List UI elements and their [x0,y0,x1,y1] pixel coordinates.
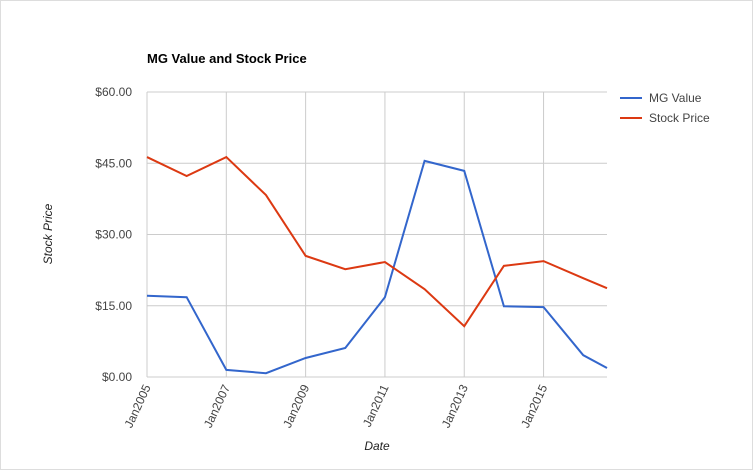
legend-label: Stock Price [649,111,710,125]
chart-title: MG Value and Stock Price [147,51,307,66]
y-tick-label: $0.00 [102,370,132,384]
y-axis-title: Stock Price [41,203,55,264]
y-tick-label: $45.00 [95,156,132,170]
legend-label: MG Value [649,91,702,105]
line [146,155,608,328]
y-tick-label: $30.00 [95,228,132,242]
line [146,159,608,375]
y-tick-label: $15.00 [95,299,132,313]
x-axis-title: Date [364,439,390,453]
y-tick-label: $60.00 [95,85,132,99]
